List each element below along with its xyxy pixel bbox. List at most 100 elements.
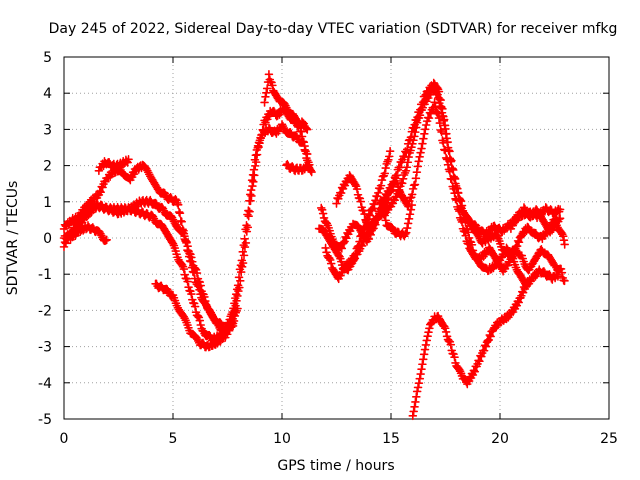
data-point [433,109,443,119]
data-point [230,311,240,321]
data-point [302,124,311,133]
data-point [422,336,432,345]
data-point [554,214,564,224]
data-point [410,180,420,189]
data-point [555,213,565,223]
data-point [556,264,566,274]
data-point [178,224,187,234]
series-track-12 [332,97,569,286]
data-point [196,320,206,330]
data-point [408,184,418,194]
data-point [415,110,425,120]
data-point [398,174,408,184]
data-point [408,411,418,421]
data-point [447,156,456,165]
data-point [439,115,449,124]
series-track-5 [66,221,112,246]
data-point [442,155,452,164]
data-point [445,147,454,156]
data-point [232,285,242,294]
data-point [360,209,369,219]
data-point [375,197,385,207]
data-point [242,220,251,230]
data-point [307,167,316,177]
data-point [180,231,189,241]
data-point [171,246,181,256]
data-point [416,148,425,157]
data-point [415,374,425,383]
data-point [173,200,183,210]
data-point [454,206,464,216]
data-point [450,188,459,198]
data-point [359,236,369,246]
data-point [419,134,428,144]
data-point [409,407,418,416]
data-point [248,170,258,180]
data-point [417,364,426,374]
data-point [332,199,341,208]
data-point [411,397,420,407]
data-point [255,138,264,148]
data-point [425,90,435,100]
data-point [243,210,252,219]
data-point [231,289,241,299]
data-point [268,81,277,90]
data-point [384,155,393,165]
data-point [264,69,274,79]
data-point [102,235,112,245]
data-point [337,244,347,253]
data-point [464,239,473,249]
data-point [297,132,307,141]
data-point [434,87,444,96]
data-point [326,259,336,268]
data-point [305,160,314,170]
x-tick-label: 25 [600,431,618,447]
series-track-15 [506,203,569,249]
data-point [405,209,415,219]
data-point [377,203,387,213]
data-point [179,264,189,274]
data-point [419,350,429,359]
data-point [356,197,366,206]
data-point [336,257,346,266]
data-point [357,241,367,251]
data-point [230,298,239,308]
data-point [421,120,431,130]
data-point [420,124,430,134]
data-point [254,142,263,152]
data-point [440,146,450,155]
data-point [239,240,248,250]
data-point [183,246,193,256]
data-point [189,268,199,277]
series-track-13 [375,197,417,241]
data-point [423,331,432,341]
data-point [380,211,390,220]
data-point [124,155,133,164]
data-point [235,264,245,274]
data-point [296,127,306,136]
data-point [194,282,203,291]
data-point [249,165,259,174]
data-point [438,104,447,114]
data-point [187,263,197,272]
series-track-6 [151,279,242,352]
data-point [432,108,442,118]
data-point [441,153,451,163]
data-point [385,146,395,156]
data-point [440,121,450,130]
data-point [441,129,451,139]
data-point [481,342,491,351]
data-point [246,185,256,195]
data-point [177,217,187,227]
data-point [233,281,243,290]
data-point [334,194,343,204]
x-tick-label: 20 [491,431,509,447]
data-point [412,387,422,396]
data-point [403,219,413,228]
data-point [560,276,569,286]
data-point [508,252,517,262]
data-point [440,323,450,333]
data-point [434,113,444,123]
data-point [406,146,415,155]
data-point [241,225,250,234]
